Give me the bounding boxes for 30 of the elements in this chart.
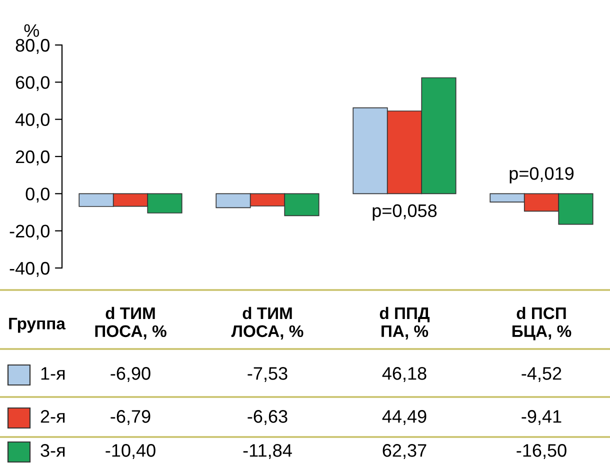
data-label: -6,90 <box>110 367 150 382</box>
y-tick-label: 80,0 <box>16 38 50 54</box>
data-label: 46,18 <box>382 367 426 382</box>
data-label: -11,84 <box>243 444 292 459</box>
legend-label: 2-я <box>40 410 65 423</box>
annotation: p=0,058 <box>372 204 437 221</box>
x-tick-label: d ТИМ ПОСА, % <box>95 306 166 340</box>
y-tick-label: -40,0 <box>10 262 50 277</box>
legend-label: 1-я <box>41 367 65 380</box>
data-label: -4,52 <box>522 367 562 382</box>
legend-title: Группа <box>9 318 66 333</box>
y-tick-label: 20,0 <box>16 150 50 166</box>
x-tick-label: d ППД ПА, % <box>380 306 430 340</box>
data-label: -6,63 <box>248 410 288 425</box>
data-label: 62,37 <box>382 444 426 459</box>
y-tick-label: 40,0 <box>15 113 50 128</box>
x-tick-label: d ПСП БЦА, % <box>512 306 572 340</box>
y-tick-label: -20,0 <box>10 224 50 240</box>
x-tick-label: d ТИМ ЛОСА, % <box>231 306 304 340</box>
data-label: -9,41 <box>522 410 562 425</box>
annotation: p=0,019 <box>510 167 574 184</box>
y-axis-title: % <box>24 24 40 37</box>
data-label: 44,49 <box>382 410 426 425</box>
data-label: -16,50 <box>516 444 566 459</box>
data-label: -7,53 <box>248 367 288 382</box>
y-tick-label: 60,0 <box>16 76 50 92</box>
legend-label: 3-я <box>40 444 65 457</box>
data-label: -10,40 <box>106 444 156 459</box>
y-tick-label: 0,0 <box>26 188 50 203</box>
data-label: -6,79 <box>110 410 150 425</box>
